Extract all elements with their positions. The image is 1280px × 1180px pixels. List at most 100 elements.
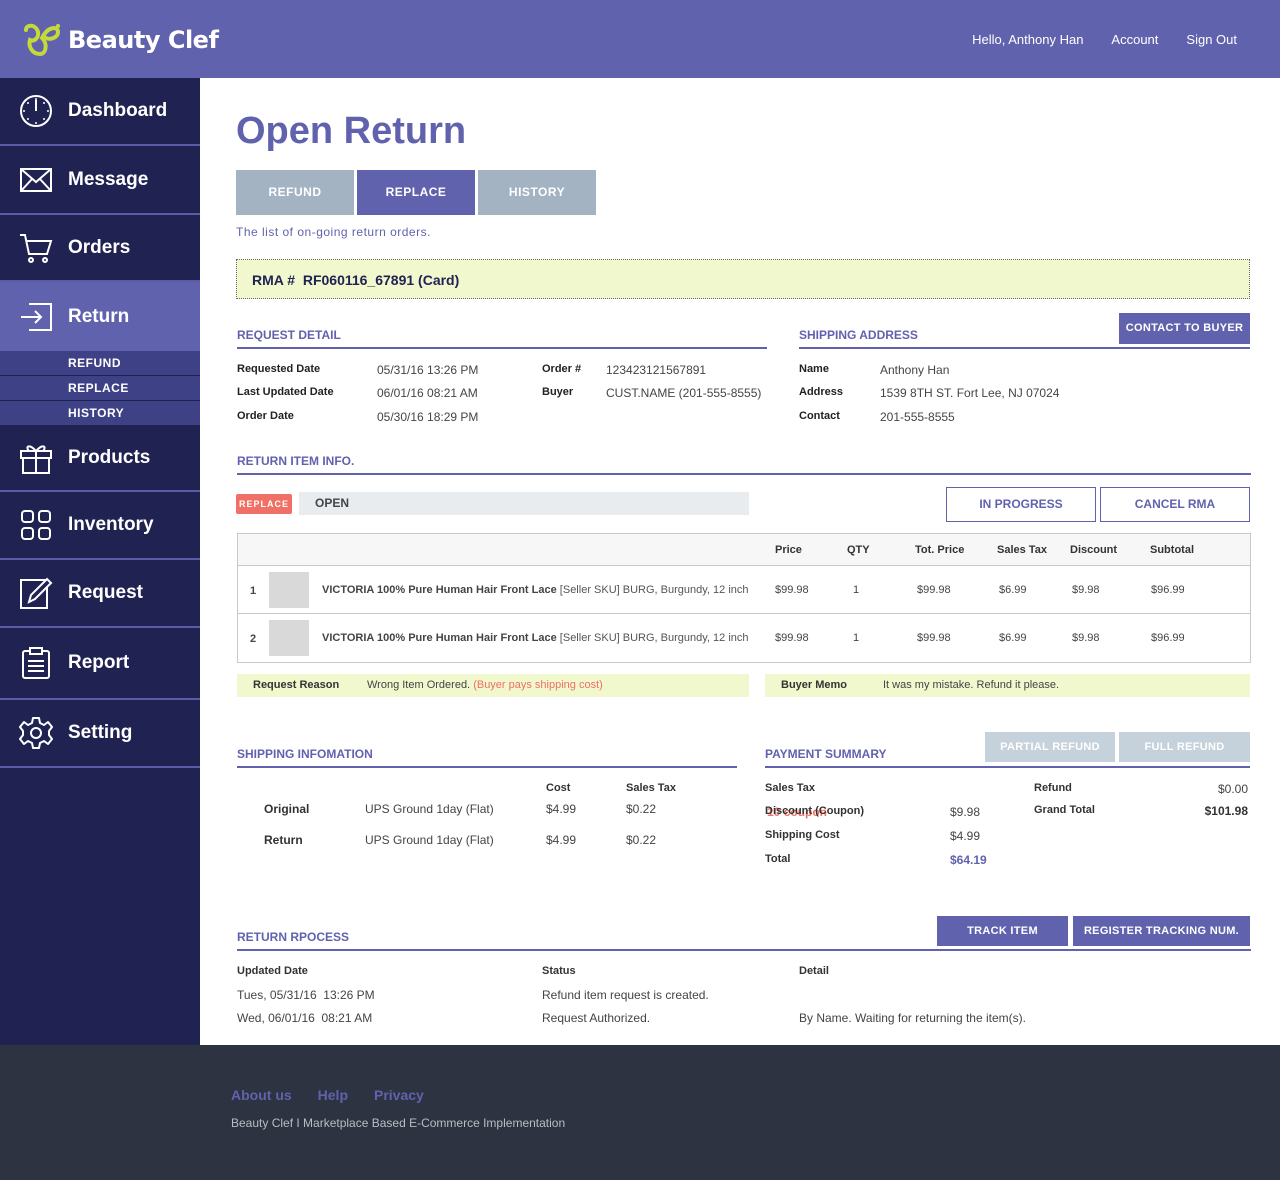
sidebar-item-inventory[interactable]: Inventory <box>0 492 200 560</box>
return-process-title: RETURN RPOCESS <box>237 930 1251 951</box>
shipping-row-label: Return <box>264 833 303 847</box>
sidebar-item-orders[interactable]: Orders <box>0 215 200 282</box>
product-description[interactable]: VICTORIA 100% Pure Human Hair Front Lace… <box>322 632 749 644</box>
clock-icon <box>18 93 54 129</box>
process-date: Tues, 05/31/16 13:26 PM <box>237 988 375 1002</box>
tab-history[interactable]: HISTORY <box>478 170 596 215</box>
sidebar-item-products[interactable]: Products <box>0 426 200 492</box>
sales-tax-header: Sales Tax <box>626 782 676 794</box>
sidebar-item-label: Orders <box>68 236 131 258</box>
process-status: Refund item request is created. <box>542 988 709 1002</box>
cancel-rma-button[interactable]: CANCEL RMA <box>1100 487 1250 522</box>
row-number: 2 <box>250 633 257 645</box>
subnav-refund[interactable]: REFUND <box>0 351 200 376</box>
product-sku: [Seller SKU] BURG, Burgundy, 12 inch <box>559 584 749 596</box>
shipping-cost-value: $4.99 <box>950 829 981 843</box>
discount-value: $9.98 <box>950 805 981 819</box>
sidebar-item-dashboard[interactable]: Dashboard <box>0 78 200 146</box>
table-row[interactable]: 2 VICTORIA 100% Pure Human Hair Front La… <box>238 614 1250 662</box>
row-tot-price: $99.98 <box>917 584 951 596</box>
rma-value: RF060116_67891 (Card) <box>302 272 460 288</box>
col-qty: QTY <box>847 544 870 556</box>
product-thumbnail[interactable] <box>269 572 309 608</box>
account-link[interactable]: Account <box>1111 32 1159 47</box>
col-price: Price <box>775 544 802 556</box>
row-discount: $9.98 <box>1072 584 1100 596</box>
greeting-link[interactable]: Hello, Anthony Han <box>972 32 1084 47</box>
shipping-tax: $0.22 <box>626 802 657 816</box>
product-thumbnail[interactable] <box>269 620 309 656</box>
row-price: $99.98 <box>775 632 809 644</box>
reason-note: (Buyer pays shipping cost) <box>473 679 603 691</box>
sidebar-item-label: Request <box>68 582 143 603</box>
row-qty: 1 <box>853 584 860 596</box>
cost-header: Cost <box>546 782 571 794</box>
payment-summary-grid: Sales Tax Discount (Coupon) 10 coupon $9… <box>765 782 1250 872</box>
help-link[interactable]: Help <box>317 1087 348 1103</box>
discount-label-text: Discount (Coupon) <box>765 805 864 817</box>
row-discount: $9.98 <box>1072 632 1100 644</box>
sidebar-item-message[interactable]: Message <box>0 146 200 215</box>
row-subtotal: $96.99 <box>1151 632 1185 644</box>
sidebar-item-return[interactable]: Return <box>0 282 200 351</box>
grand-total-label: Grand Total <box>1034 804 1095 816</box>
request-reason-label: Request Reason <box>253 679 340 691</box>
subnav-history[interactable]: HISTORY <box>0 401 200 426</box>
request-detail-title: REQUEST DETAIL <box>237 328 767 349</box>
shipping-info-header: Cost Sales Tax <box>237 782 737 798</box>
row-subtotal: $96.99 <box>1151 584 1185 596</box>
last-updated-label: Last Updated Date <box>237 386 334 398</box>
return-items-table: Price QTY Tot. Price Sales Tax Discount … <box>237 533 1251 663</box>
col-subtotal: Subtotal <box>1150 544 1194 556</box>
return-process-table: Updated Date Status Detail Tues, 05/31/1… <box>237 965 1251 1025</box>
sidebar-item-report[interactable]: Report <box>0 628 200 700</box>
shipping-row-return: Return UPS Ground 1day (Flat) $4.99 $0.2… <box>237 833 737 853</box>
shipping-method: UPS Ground 1day (Flat) <box>365 833 494 847</box>
buyer-label: Buyer <box>542 386 574 398</box>
total-label: Total <box>765 853 791 865</box>
shipping-cost-label: Shipping Cost <box>765 829 840 841</box>
contact-buyer-button[interactable]: CONTACT TO BUYER <box>1119 313 1250 344</box>
return-subnav: REFUND REPLACE HISTORY <box>0 351 200 426</box>
partial-refund-button[interactable]: PARTIAL REFUND <box>985 732 1115 762</box>
product-description[interactable]: VICTORIA 100% Pure Human Hair Front Lace… <box>322 584 749 596</box>
tab-refund[interactable]: REFUND <box>236 170 354 215</box>
shipping-cost: $4.99 <box>546 833 577 847</box>
sidebar-item-request[interactable]: Request <box>0 560 200 628</box>
sidebar-item-label: Return <box>68 305 130 327</box>
track-item-button[interactable]: TRACK ITEM <box>937 916 1068 946</box>
col-detail: Detail <box>799 965 829 977</box>
row-price: $99.98 <box>775 584 809 596</box>
footer-links: About us Help Privacy <box>231 1087 424 1103</box>
grand-total-value: $101.98 <box>1204 804 1248 818</box>
shipping-tax: $0.22 <box>626 833 657 847</box>
table-row[interactable]: 1 VICTORIA 100% Pure Human Hair Front La… <box>238 566 1250 614</box>
col-tot-price: Tot. Price <box>915 544 965 556</box>
grid-icon <box>18 507 54 543</box>
privacy-link[interactable]: Privacy <box>374 1087 424 1103</box>
full-refund-button[interactable]: FULL REFUND <box>1119 732 1250 762</box>
gear-icon <box>18 715 54 751</box>
about-link[interactable]: About us <box>231 1087 292 1103</box>
sidebar-item-setting[interactable]: Setting <box>0 700 200 768</box>
sidebar-item-label: Report <box>68 652 130 673</box>
sidebar-item-label: Message <box>68 168 149 190</box>
address-label: Address <box>799 386 844 398</box>
subnav-replace[interactable]: REPLACE <box>0 376 200 401</box>
in-progress-button[interactable]: IN PROGRESS <box>946 487 1096 522</box>
shipping-method: UPS Ground 1day (Flat) <box>365 802 494 816</box>
request-reason-value: Wrong Item Ordered. (Buyer pays shipping… <box>367 674 603 697</box>
register-tracking-button[interactable]: REGISTER TRACKING NUM. <box>1073 916 1250 946</box>
brand-logo[interactable]: Beauty Clef <box>22 22 219 58</box>
order-number-value[interactable]: 123423121567891 <box>606 363 707 377</box>
tab-replace[interactable]: REPLACE <box>357 170 475 215</box>
address-value: 1539 8TH ST. Fort Lee, NJ 07024 <box>880 386 1060 400</box>
total-value: $64.19 <box>950 853 987 867</box>
requested-date-value: 05/31/16 13:26 PM <box>377 363 479 377</box>
row-qty: 1 <box>853 632 860 644</box>
row-sales-tax: $6.99 <box>999 584 1027 596</box>
row-number: 1 <box>250 585 257 597</box>
last-updated-value: 06/01/16 08:21 AM <box>377 386 478 400</box>
signout-link[interactable]: Sign Out <box>1186 32 1237 47</box>
sidebar: Dashboard Message Orders Return REFUND R… <box>0 78 200 1045</box>
